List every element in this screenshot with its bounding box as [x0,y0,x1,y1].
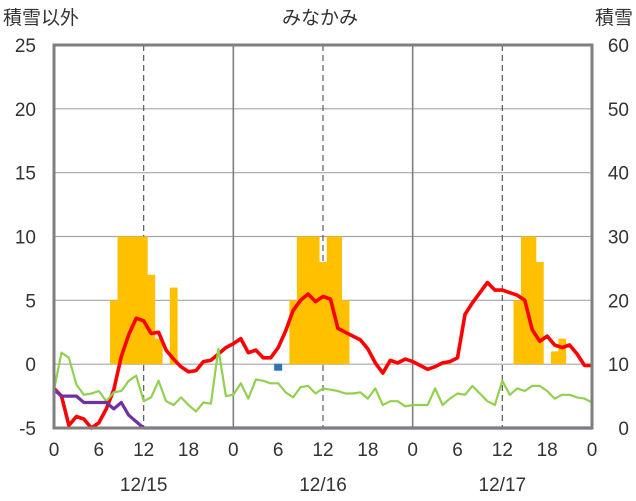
left-tick-label: 20 [15,100,36,121]
right-tick-label: 50 [608,100,629,121]
right-tick-label: 0 [618,419,629,440]
x-tick-label: 18 [357,440,378,461]
left-tick-label: 10 [15,228,36,249]
snowfall-bars [110,236,567,365]
snowfall-bar [147,274,156,365]
x-tick-label: 18 [178,440,199,461]
x-tick-label: 0 [407,440,418,461]
dew-point-line [52,347,593,413]
plot-frame [52,43,594,430]
x-tick-label: 6 [452,440,463,461]
right-tick-label: 30 [608,228,629,249]
left-tick-label: -5 [19,419,36,440]
right-axis-title: 積雪 [595,7,633,29]
x-tick-label: 6 [94,440,105,461]
date-label: 12/15 [120,475,168,496]
left-tick-label: 0 [25,355,36,376]
snowfall-bar [535,262,544,365]
x-tick-label: 0 [49,440,60,461]
x-tick-label: 12 [133,440,154,461]
temperature-line [52,280,592,430]
snowfall-bar [289,300,298,365]
snowfall-bar [513,300,522,365]
x-tick-label: 6 [273,440,284,461]
snowfall-bar [550,351,559,365]
left-tick-label: 25 [15,36,36,57]
snowfall-bar [154,338,163,365]
x-tick-label: 18 [537,440,558,461]
snowfall-bar [124,236,133,365]
x-tick-label: 0 [587,440,598,461]
snowfall-bar [169,287,178,365]
snowfall-bar [132,236,141,365]
snowfall-bar [139,236,148,365]
chart-title: みなかみ [282,8,358,29]
snowfall-bar [117,236,126,365]
snowfall-bar [110,300,118,365]
x-tick-label: 12 [492,440,513,461]
snowfall-bar [558,338,567,365]
right-tick-label: 20 [608,291,629,312]
precip-marker [274,363,283,371]
x-tick-label: 0 [228,440,239,461]
right-tick-label: 40 [608,164,629,185]
left-tick-label: 15 [15,164,36,185]
snowfall-bar [319,262,328,365]
plot-border [52,43,594,430]
snowfall-bar [304,236,313,365]
snowfall-bar [528,236,537,365]
left-axis-title: 積雪以外 [3,7,79,29]
x-tick-label: 12 [312,440,333,461]
right-tick-label: 10 [608,355,629,376]
left-tick-label: 5 [25,291,36,312]
snowfall-bar [334,236,342,365]
date-label: 12/16 [299,475,347,496]
right-tick-label: 60 [608,36,629,57]
date-label: 12/17 [479,475,527,496]
